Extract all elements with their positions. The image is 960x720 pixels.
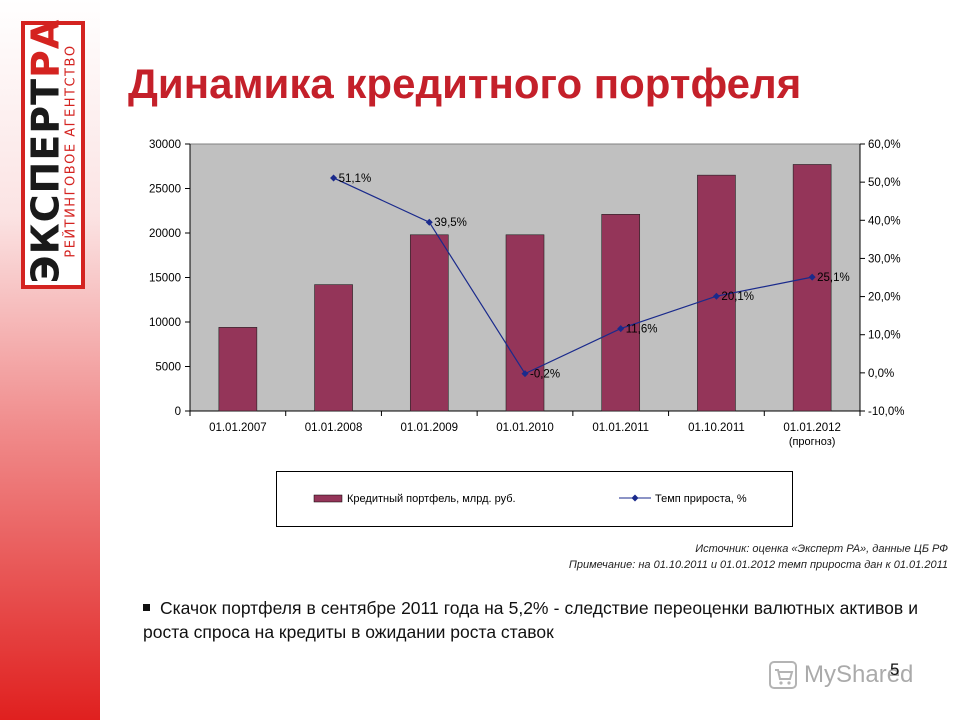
- right-tick-label: 60,0%: [868, 139, 901, 151]
- logo-frame: [25, 25, 81, 285]
- left-tick-label: 20000: [149, 228, 181, 240]
- x-tick-label: 01.01.2007: [209, 422, 267, 434]
- left-tick-label: 15000: [149, 273, 181, 285]
- x-tick-label: 01.01.2008: [305, 422, 363, 434]
- x-tick-note: (прогноз): [789, 436, 836, 448]
- growth-rate-label: 51,1%: [339, 173, 372, 185]
- x-tick-label: 01.01.2009: [401, 422, 459, 434]
- note-line: Примечание: на 01.10.2011 и 01.01.2012 т…: [568, 559, 948, 571]
- slide-title: Динамика кредитного портфеля: [128, 60, 802, 107]
- legend-line-label: Темп прироста, %: [655, 493, 747, 505]
- growth-rate-label: -0,2%: [530, 369, 560, 381]
- growth-rate-point: [617, 325, 625, 333]
- right-tick-label: 10,0%: [868, 330, 901, 342]
- source-note: Источник: оценка «Эксперт РА», данные ЦБ…: [569, 541, 948, 573]
- legend-svg: Кредитный портфель, млрд. руб. Темп прир…: [313, 493, 747, 505]
- right-tick-label: 40,0%: [868, 215, 901, 227]
- logo-tagline: РЕЙТИНГОВОЕ АГЕНТСТВО: [63, 44, 79, 258]
- right-tick-label: 30,0%: [868, 253, 901, 265]
- growth-rate-point: [330, 174, 338, 182]
- x-tick-label: 01.01.2011: [592, 422, 649, 434]
- page-number: 5: [890, 660, 900, 679]
- brand-logo: ЭКСПЕРТРА РЕЙТИНГОВОЕ АГЕНТСТВО: [21, 19, 85, 289]
- right-tick-label: -10,0%: [868, 406, 904, 418]
- growth-rate-point: [425, 218, 433, 226]
- bar: [409, 234, 449, 412]
- growth-rate-label: 39,5%: [434, 217, 467, 229]
- growth-rate-point: [712, 292, 720, 300]
- x-tick-label: 01.01.2010: [496, 422, 554, 434]
- left-tick-label: 0: [175, 406, 181, 418]
- right-tick-label: 0,0%: [868, 368, 894, 380]
- right-tick-label: 50,0%: [868, 177, 901, 189]
- bar: [314, 284, 353, 412]
- bullet-point: Скачок портфеля в сентябре 2011 года на …: [143, 596, 918, 644]
- left-tick-label: 5000: [155, 362, 181, 374]
- source-line: Источник: оценка «Эксперт РА», данные ЦБ…: [695, 543, 948, 555]
- left-tick-label: 10000: [149, 317, 181, 329]
- left-tick-label: 25000: [149, 184, 181, 196]
- logo-text: ЭКСПЕРТРА РЕЙТИНГОВОЕ АГЕНТСТВО: [24, 19, 79, 284]
- cart-icon: [769, 661, 797, 689]
- legend-bar-label: Кредитный портфель, млрд. руб.: [347, 493, 516, 505]
- x-tick-label: 01.10.2011: [688, 422, 745, 434]
- growth-rate-point: [521, 370, 529, 378]
- chart-legend: Кредитный портфель, млрд. руб. Темп прир…: [276, 471, 793, 527]
- logo-word-ra: РА: [23, 18, 68, 78]
- legend-bar-swatch: [313, 494, 343, 503]
- bar: [601, 214, 641, 412]
- left-tick-label: 30000: [149, 139, 181, 151]
- legend-line-marker: [631, 494, 639, 502]
- bullet-square-icon: [143, 604, 150, 611]
- x-tick-label: 01.01.2012: [783, 422, 841, 434]
- growth-rate-point: [808, 273, 816, 281]
- bar: [505, 234, 545, 412]
- bullet-text: Скачок портфеля в сентябре 2011 года на …: [143, 598, 918, 642]
- logo-word-expert: ЭКСПЕРТ: [23, 77, 68, 284]
- growth-rate-label: 11,6%: [626, 324, 658, 336]
- bar: [218, 327, 258, 412]
- credit-portfolio-chart: 0 5000 10000 15000 20000 25000 30000 -10,0% 0,0%…: [149, 139, 904, 448]
- growth-rate-label: 20,1%: [721, 291, 754, 303]
- watermark-text: MyShared: [804, 661, 914, 688]
- growth-rate-line: [333, 177, 813, 375]
- watermark: MyShared: [768, 658, 913, 692]
- bar: [792, 164, 832, 412]
- right-tick-label: 20,0%: [868, 292, 901, 304]
- logo-wordmark: ЭКСПЕРТРА: [24, 19, 68, 284]
- growth-rate-label: 25,1%: [817, 272, 850, 284]
